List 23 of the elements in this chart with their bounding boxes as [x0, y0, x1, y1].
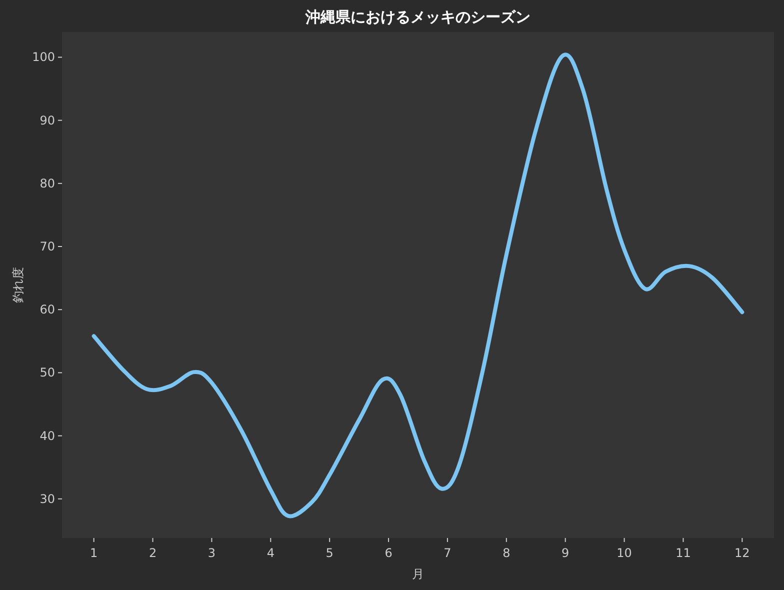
x-tick-label: 7 [444, 546, 452, 560]
x-axis-title: 月 [412, 567, 424, 581]
y-tick-label: 80 [40, 176, 55, 190]
x-tick-label: 9 [562, 546, 570, 560]
x-tick-label: 4 [266, 546, 274, 560]
y-tick-label: 100 [32, 50, 55, 64]
y-axis-title: 釣れ度 [11, 267, 25, 303]
x-tick-label: 12 [734, 546, 750, 560]
x-tick-label: 10 [616, 546, 632, 560]
x-tick-label: 8 [502, 546, 510, 560]
x-tick-label: 2 [148, 546, 157, 560]
y-tick-label: 60 [40, 302, 55, 317]
chart-title: 沖縄県におけるメッキのシーズン [304, 8, 530, 26]
x-tick-label: 11 [676, 546, 691, 560]
y-tick-label: 50 [40, 366, 55, 380]
y-tick-label: 70 [40, 240, 55, 254]
y-tick-label: 40 [40, 428, 55, 443]
y-tick-label: 90 [40, 113, 55, 128]
x-tick-label: 5 [326, 546, 334, 560]
x-tick-label: 1 [90, 546, 98, 560]
y-tick-label: 30 [40, 492, 55, 506]
x-tick-label: 3 [208, 546, 216, 560]
x-tick-label: 6 [384, 546, 392, 560]
